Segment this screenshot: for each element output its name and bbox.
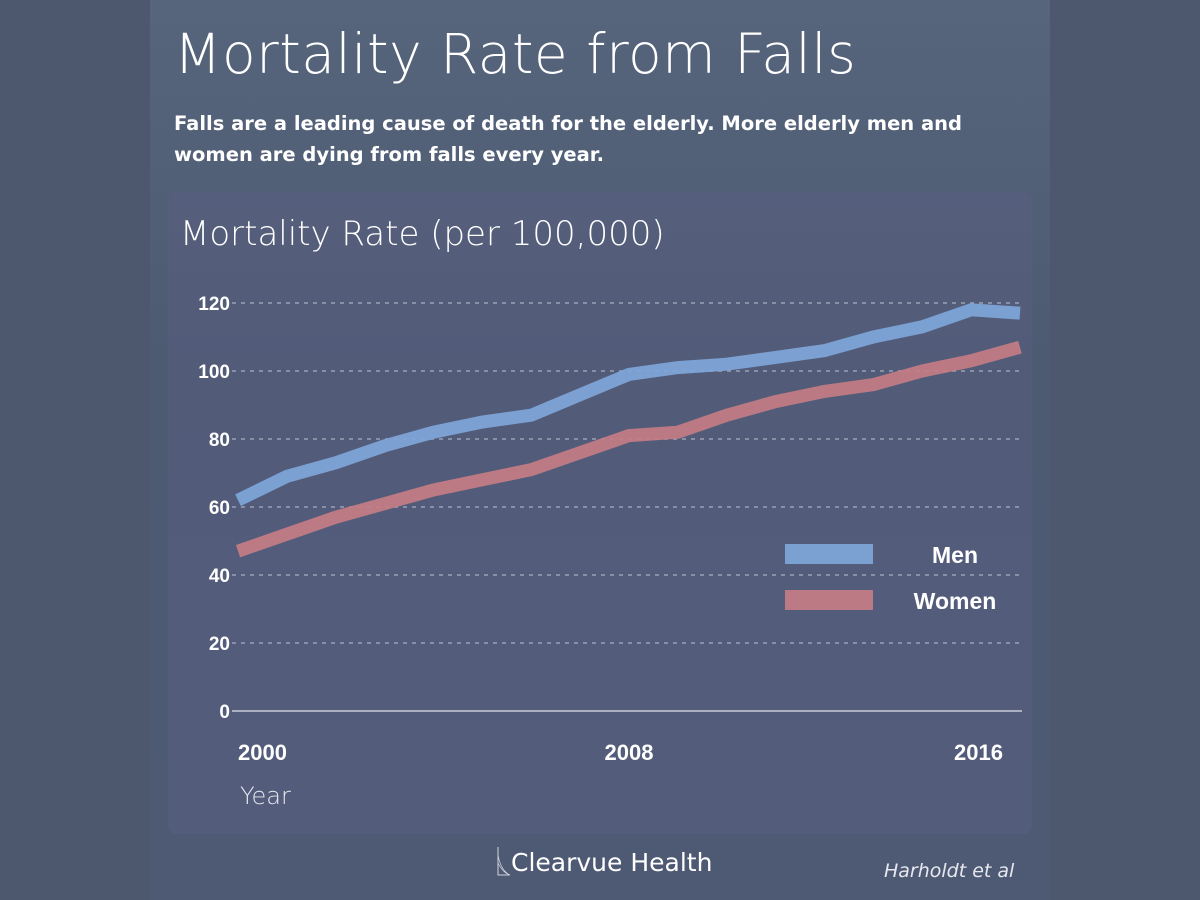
y-tick-label: 80 — [209, 430, 230, 451]
chart-title: Mortality Rate (per 100,000) — [180, 214, 665, 254]
y-tick-label: 0 — [219, 702, 230, 723]
y-tick-label: 60 — [209, 498, 230, 519]
legend-swatch-men — [785, 544, 873, 564]
x-tick-label: 2008 — [605, 740, 654, 765]
chart-card — [168, 192, 1032, 834]
x-tick-label: 2016 — [954, 740, 1003, 765]
brand-logo: Clearvue Health — [497, 845, 712, 877]
brand-name: Clearvue Health — [511, 848, 713, 877]
y-tick-label: 40 — [209, 566, 230, 587]
subtitle: Falls are a leading cause of death for t… — [174, 112, 962, 166]
legend-swatch-women — [785, 590, 873, 610]
legend-label: Women — [914, 588, 997, 614]
logo-icon — [497, 847, 511, 876]
series-line-men — [235, 303, 1021, 507]
y-tick-label: 120 — [198, 294, 230, 315]
page-title: Mortality Rate from Falls — [174, 22, 857, 86]
source-citation: Harholdt et al — [884, 860, 1015, 882]
y-tick-label: 100 — [198, 362, 230, 383]
x-tick-label: 2000 — [238, 740, 287, 765]
x-axis-title: Year — [240, 782, 291, 810]
series-line-women — [235, 340, 1022, 558]
legend-label: Men — [932, 542, 978, 568]
y-tick-label: 20 — [209, 634, 230, 655]
